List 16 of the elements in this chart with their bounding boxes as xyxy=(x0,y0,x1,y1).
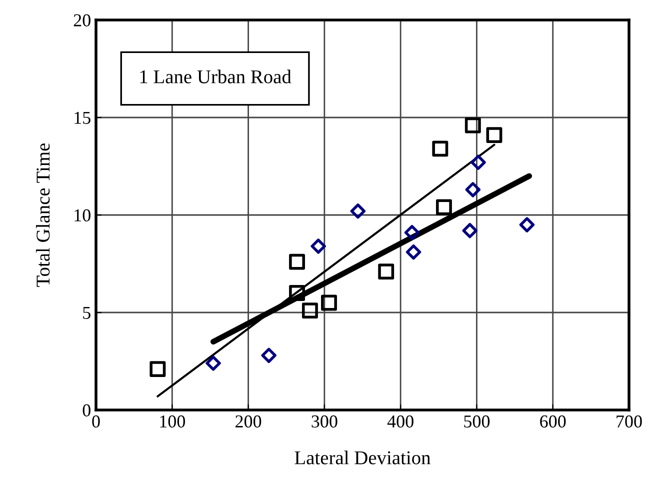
x-tick-label: 300 xyxy=(312,415,338,428)
x-tick-label: 100 xyxy=(160,415,185,428)
x-tick-label: 0 xyxy=(92,415,100,428)
x-tick-label: 700 xyxy=(616,415,642,428)
x-tick-label: 400 xyxy=(387,415,414,428)
y-tick-label: 10 xyxy=(74,209,90,222)
x-tick-label: 200 xyxy=(236,415,262,428)
y-tick-label: 5 xyxy=(83,306,90,319)
y-tick-label: 20 xyxy=(74,14,90,26)
x-axis-title: Lateral Deviation xyxy=(294,450,430,464)
x-tick-label: 500 xyxy=(464,415,490,428)
y-tick-label: 0 xyxy=(82,404,90,416)
y-tick-label: 15 xyxy=(74,112,90,124)
y-axis-title: Total Glance Time xyxy=(36,143,50,287)
x-tick-label: 600 xyxy=(540,415,566,428)
annotation: 1 Lane Urban Road xyxy=(140,70,292,84)
